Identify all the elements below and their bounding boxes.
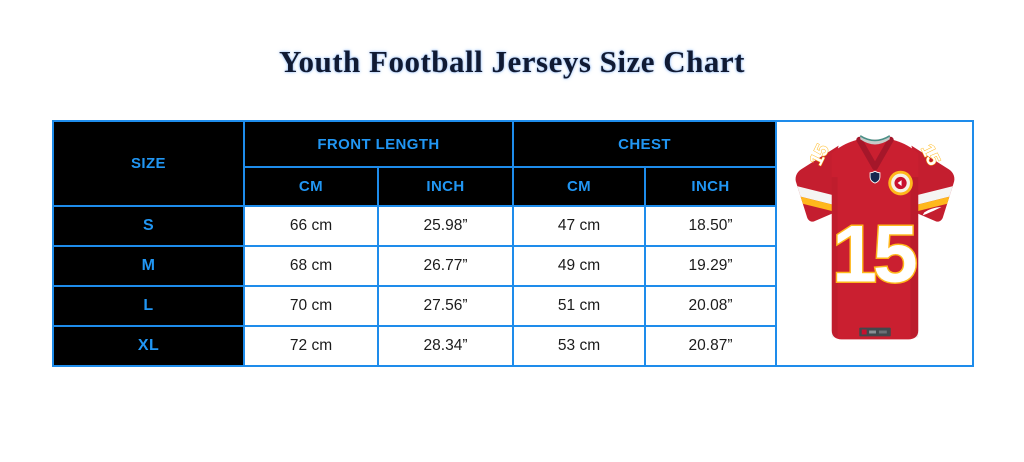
- table-row-xl: XL 72 cm 28.34” 53 cm 20.87”: [52, 325, 973, 367]
- m-chest-cm: 49 cm: [512, 245, 647, 287]
- table-row-s: S 66 cm 25.98” 47 cm 18.50”: [52, 205, 973, 247]
- size-label-m: M: [52, 245, 245, 287]
- jersey-inner-collar: [859, 134, 890, 144]
- jersey-chest-number: 15: [832, 209, 916, 299]
- size-label-s: S: [52, 205, 245, 247]
- jersey-photo: 15 15 15: [795, 134, 954, 339]
- l-chest-cm: 51 cm: [512, 285, 647, 327]
- size-chart-table: SIZE FRONT LENGTH CHEST: [52, 120, 975, 367]
- header-row-units: CM INCH CM INCH: [53, 166, 973, 207]
- m-front-cm: 68 cm: [243, 245, 379, 287]
- page-title: Youth Football Jerseys Size Chart: [279, 44, 745, 79]
- m-front-inch: 26.77”: [376, 245, 515, 287]
- s-chest-inch: 18.50”: [644, 205, 778, 247]
- front-length-inch-header: INCH: [376, 166, 515, 207]
- size-label-xl: XL: [52, 325, 245, 367]
- header-row-groups: SIZE FRONT LENGTH CHEST: [52, 120, 975, 367]
- size-label-l: L: [52, 285, 245, 327]
- xl-chest-cm: 53 cm: [512, 325, 647, 367]
- jersey-vneck-collar: [855, 136, 894, 170]
- jersey-jock-tag: [858, 327, 891, 336]
- xl-front-inch: 28.34”: [376, 325, 515, 367]
- chest-cm-header: CM: [512, 166, 647, 207]
- s-chest-cm: 47 cm: [512, 205, 647, 247]
- front-length-cm-header: CM: [243, 166, 379, 207]
- xl-front-cm: 72 cm: [243, 325, 379, 367]
- table-row-l: L 70 cm 27.56” 51 cm 20.08”: [52, 285, 973, 327]
- chest-inch-header: INCH: [644, 166, 778, 207]
- jersey-side-shadow-right: [909, 176, 918, 337]
- s-front-inch: 25.98”: [376, 205, 515, 247]
- table-row-m: M 68 cm 26.77” 49 cm 19.29”: [52, 245, 973, 287]
- l-front-cm: 70 cm: [243, 285, 379, 327]
- xl-chest-inch: 20.87”: [644, 325, 778, 367]
- jersey-collar-trim: [859, 134, 890, 141]
- nike-swoosh-icon: [922, 206, 941, 215]
- nfl-shield-icon: [869, 170, 880, 184]
- s-front-cm: 66 cm: [243, 205, 379, 247]
- chest-header: CHEST: [512, 120, 778, 168]
- size-column-header: SIZE: [52, 120, 245, 207]
- team-patch-icon: [887, 170, 913, 195]
- jersey-side-shadow-left: [831, 176, 838, 337]
- l-chest-inch: 20.08”: [644, 285, 778, 327]
- l-front-inch: 27.56”: [376, 285, 515, 327]
- jersey-photo-cell: 15 15 15: [775, 120, 975, 367]
- m-chest-inch: 19.29”: [644, 245, 778, 287]
- front-length-header: FRONT LENGTH: [242, 120, 515, 168]
